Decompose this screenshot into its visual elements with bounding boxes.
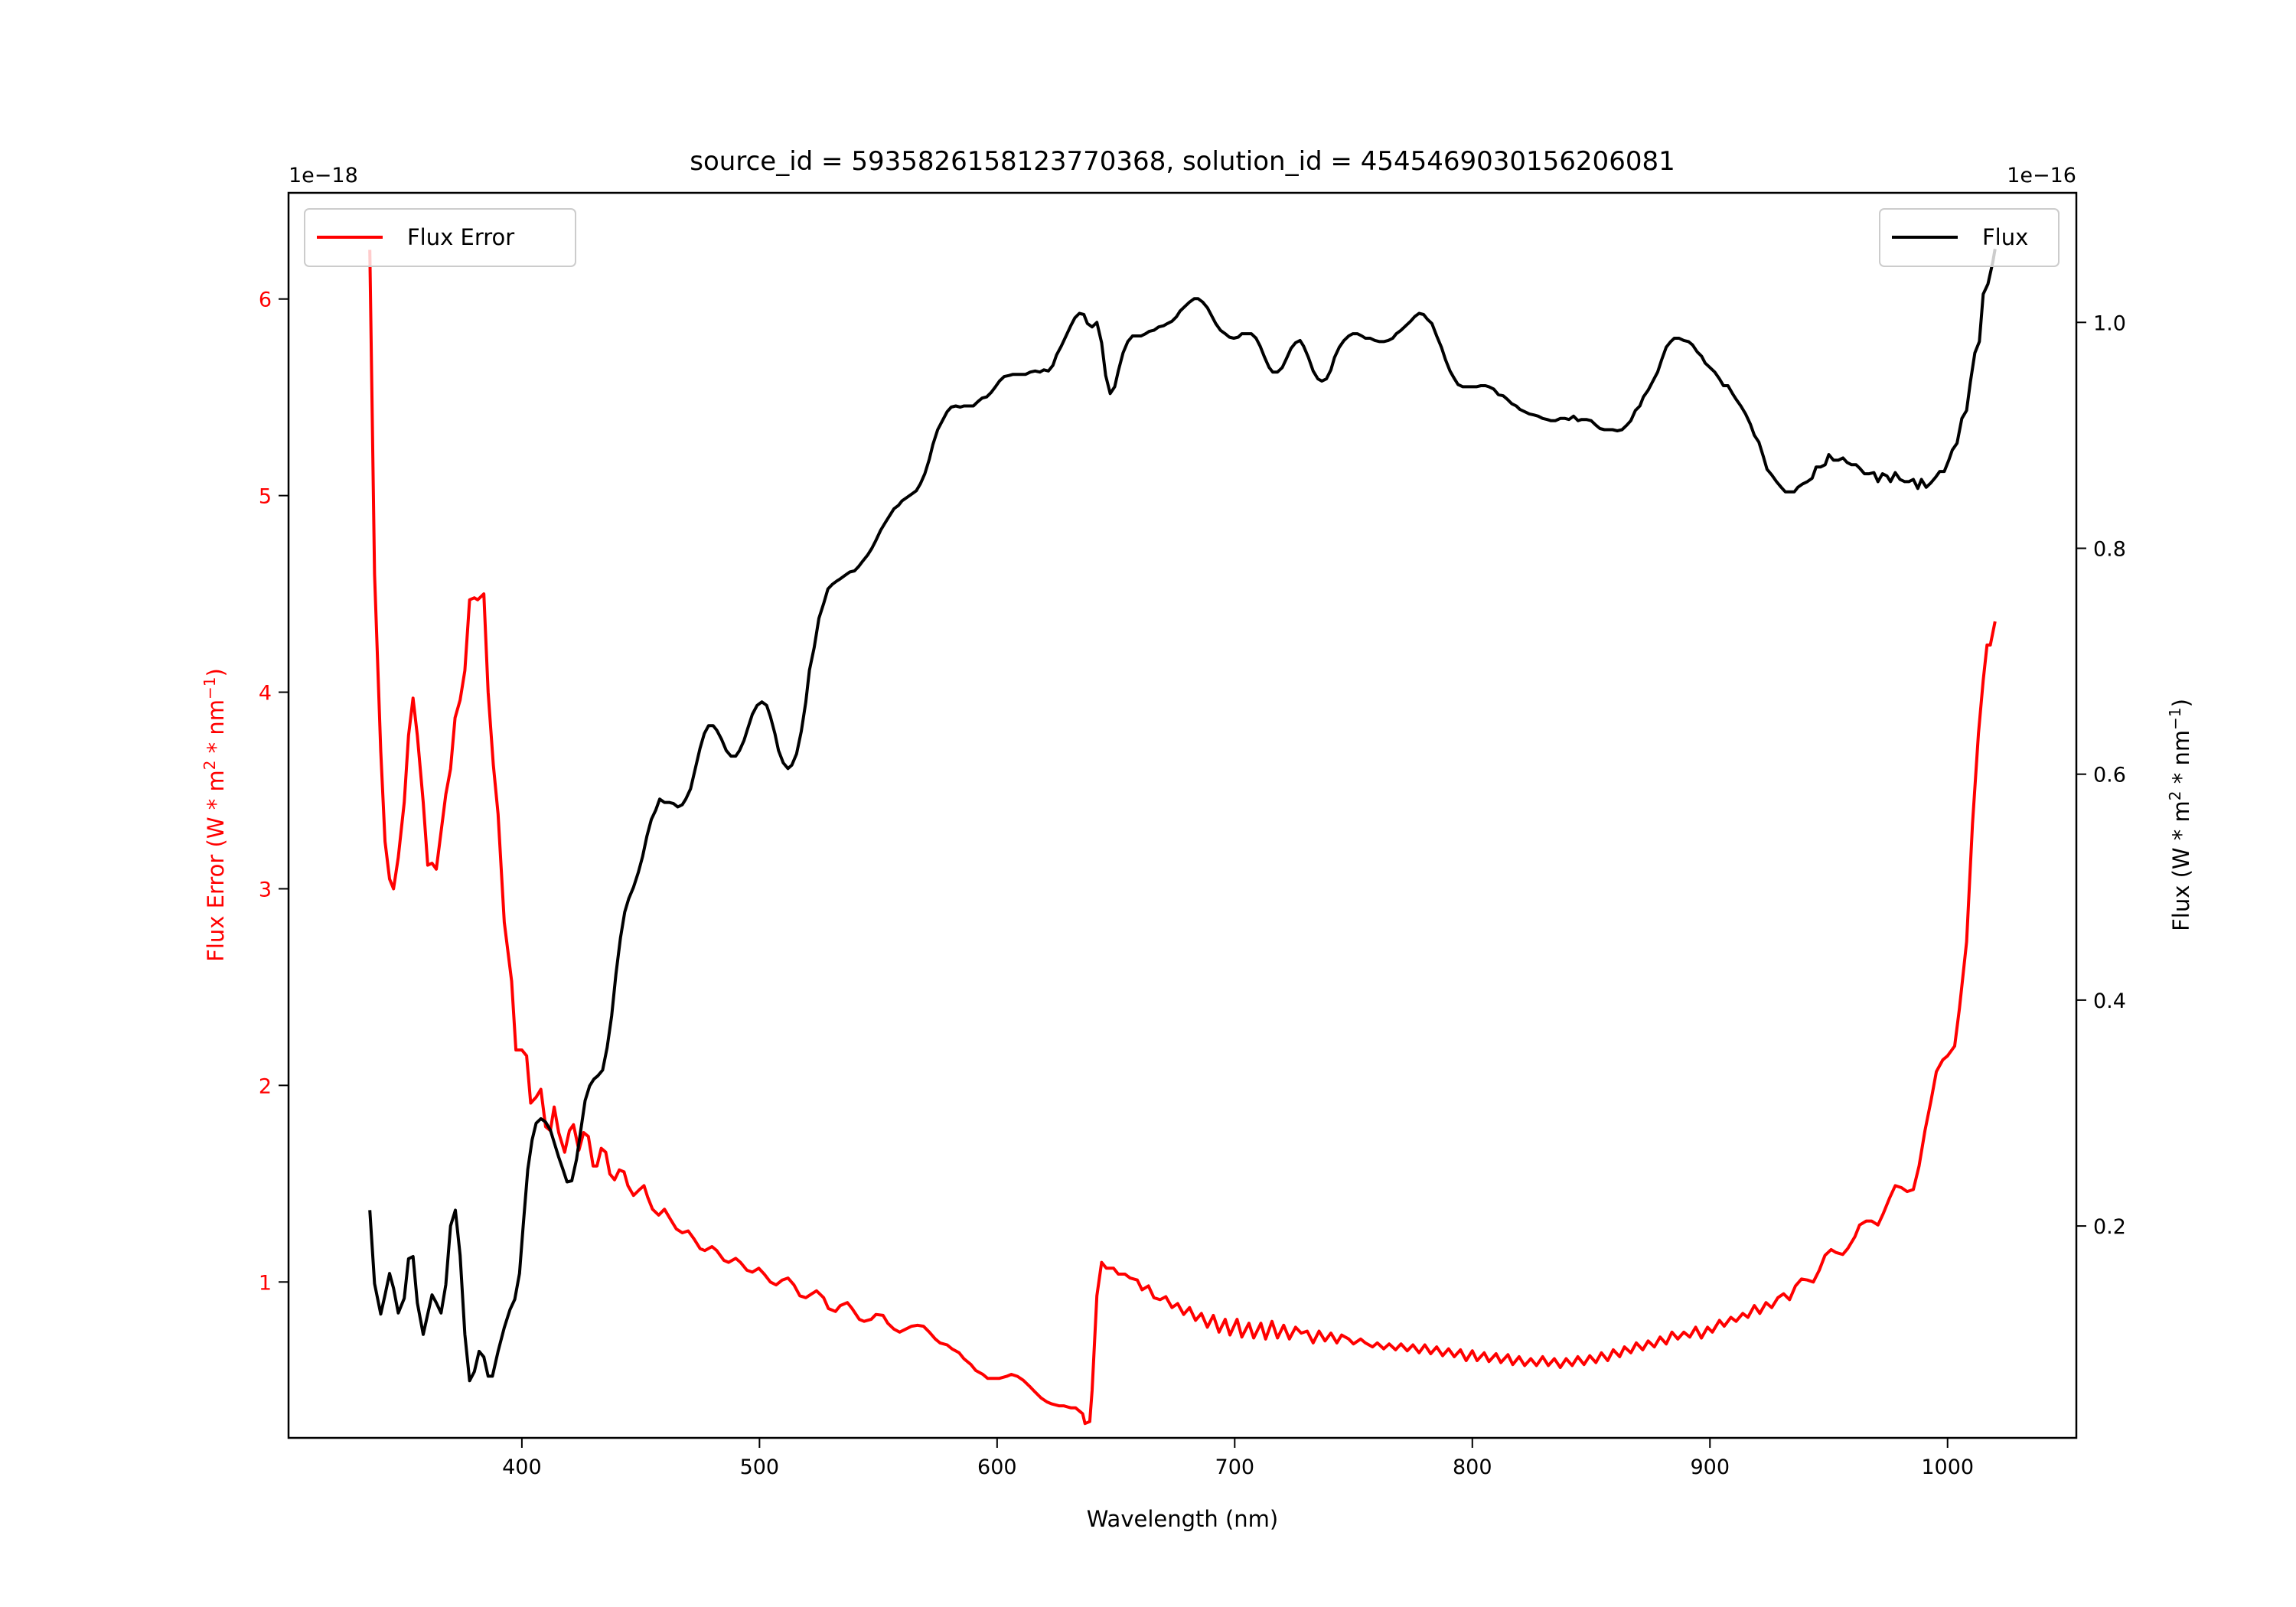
x-axis-label: Wavelength (nm)	[1087, 1506, 1279, 1532]
right-y-tick-label: 0.8	[2093, 537, 2126, 561]
legend-flux-error: Flux Error	[304, 208, 576, 267]
x-tick-label: 800	[1453, 1455, 1492, 1479]
right-y-tick-label: 0.4	[2093, 989, 2126, 1013]
left-y-tick-label: 5	[259, 485, 272, 509]
axes: 400 500 600 700 800 900 1000 1 2 3 4 5 6 0.2 0.4 0.6 0.8…	[259, 191, 2126, 1479]
right-y-tick-label: 1.0	[2093, 311, 2126, 335]
left-y-tick-label: 1	[259, 1271, 272, 1295]
left-y-tick-label: 3	[259, 878, 272, 901]
x-tick-label: 1000	[1921, 1455, 1974, 1479]
legend-label-flux-error: Flux Error	[407, 224, 514, 250]
x-tick-label: 400	[502, 1455, 542, 1479]
right-y-axis-label: Flux (W * m2 * nm−1)	[2166, 699, 2194, 931]
left-y-tick-label: 6	[259, 288, 272, 312]
left-y-axis-label: Flux Error (W * m2 * nm−1)	[201, 668, 229, 962]
x-tick-label: 700	[1215, 1455, 1255, 1479]
legend-flux: Flux	[1879, 208, 2060, 267]
series-line-flux	[368, 249, 1997, 1383]
left-y-tick-label: 4	[259, 682, 272, 706]
right-offset-text: 1e−16	[2007, 164, 2076, 187]
legend-frame	[304, 208, 576, 267]
right-y-tick-label: 0.6	[2093, 764, 2126, 787]
legend-label-flux: Flux	[1982, 224, 2028, 250]
legend-frame	[1879, 208, 2060, 267]
plot-area	[368, 249, 1997, 1426]
right-y-tick-label: 0.2	[2093, 1215, 2126, 1239]
x-tick-label: 900	[1690, 1455, 1730, 1479]
left-offset-text: 1e−18	[289, 164, 358, 187]
axes-frame	[287, 191, 2078, 1439]
left-y-tick-label: 2	[259, 1074, 272, 1098]
x-tick-label: 600	[977, 1455, 1017, 1479]
x-tick-label: 500	[740, 1455, 780, 1479]
series-line-flux-error	[368, 249, 1997, 1426]
chart-title: source_id = 5935826158123770368, solutio…	[690, 146, 1675, 177]
